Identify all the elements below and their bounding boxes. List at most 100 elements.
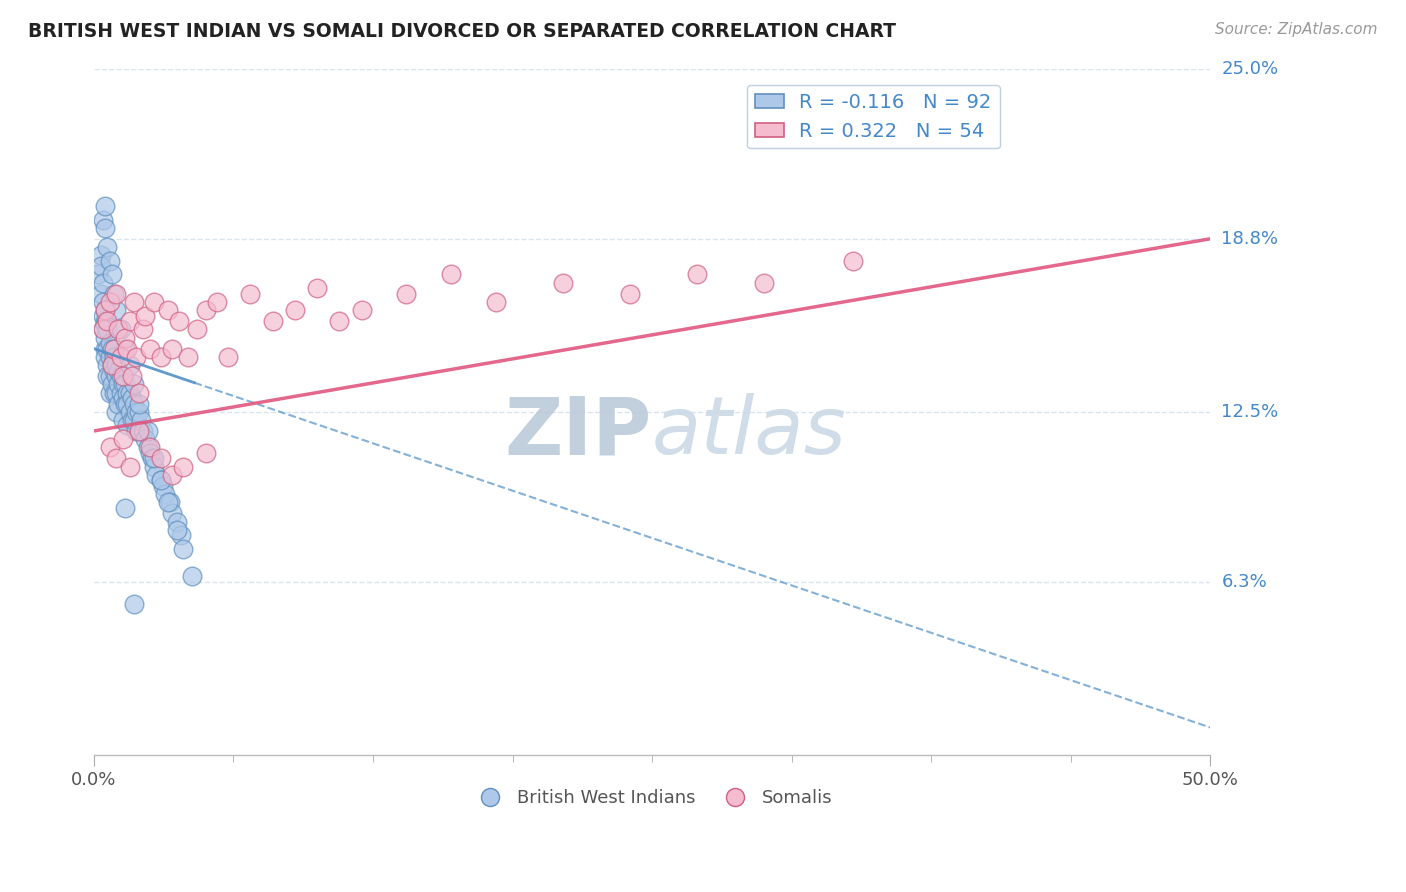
Point — [110, 322, 132, 336]
Point — [194, 446, 217, 460]
Point — [172, 541, 194, 556]
Point — [307, 281, 329, 295]
Point — [262, 314, 284, 328]
Point — [139, 342, 162, 356]
Point — [440, 268, 463, 282]
Point — [155, 487, 177, 501]
Point — [101, 358, 124, 372]
Point — [125, 424, 148, 438]
Point — [619, 286, 641, 301]
Point — [105, 286, 128, 301]
Point — [128, 385, 150, 400]
Point — [139, 441, 162, 455]
Point — [128, 405, 150, 419]
Point — [98, 336, 121, 351]
Point — [103, 286, 125, 301]
Point — [91, 322, 114, 336]
Point — [160, 467, 183, 482]
Point — [141, 451, 163, 466]
Text: atlas: atlas — [652, 393, 846, 471]
Point — [90, 248, 112, 262]
Point — [105, 358, 128, 372]
Point — [121, 369, 143, 384]
Point — [90, 259, 112, 273]
Point — [143, 295, 166, 310]
Point — [172, 459, 194, 474]
Point — [111, 432, 134, 446]
Point — [114, 500, 136, 515]
Point — [94, 350, 117, 364]
Text: 12.5%: 12.5% — [1222, 403, 1278, 421]
Point — [103, 363, 125, 377]
Point — [176, 350, 198, 364]
Point — [101, 268, 124, 282]
Legend: British West Indians, Somalis: British West Indians, Somalis — [464, 782, 839, 814]
Point — [111, 391, 134, 405]
Point — [105, 405, 128, 419]
Point — [114, 377, 136, 392]
Point — [91, 309, 114, 323]
Point — [107, 396, 129, 410]
Point — [134, 432, 156, 446]
Point — [125, 350, 148, 364]
Point — [118, 314, 141, 328]
Point — [485, 295, 508, 310]
Point — [117, 385, 139, 400]
Point — [101, 342, 124, 356]
Point — [114, 342, 136, 356]
Point — [98, 441, 121, 455]
Point — [107, 377, 129, 392]
Point — [284, 303, 307, 318]
Point — [98, 295, 121, 310]
Point — [121, 391, 143, 405]
Point — [752, 276, 775, 290]
Point — [551, 276, 574, 290]
Point — [91, 295, 114, 310]
Point — [129, 413, 152, 427]
Point — [94, 331, 117, 345]
Point — [136, 441, 159, 455]
Point — [111, 377, 134, 392]
Point — [98, 253, 121, 268]
Point — [186, 322, 208, 336]
Point — [170, 528, 193, 542]
Point — [94, 317, 117, 331]
Text: Source: ZipAtlas.com: Source: ZipAtlas.com — [1215, 22, 1378, 37]
Point — [145, 467, 167, 482]
Point — [96, 369, 118, 384]
Point — [105, 369, 128, 384]
Point — [101, 377, 124, 392]
Point — [149, 474, 172, 488]
Point — [90, 286, 112, 301]
Point — [166, 523, 188, 537]
Point — [118, 385, 141, 400]
Point — [96, 322, 118, 336]
Point — [94, 220, 117, 235]
Point — [98, 385, 121, 400]
Point — [132, 424, 155, 438]
Point — [122, 295, 145, 310]
Point — [107, 322, 129, 336]
Point — [91, 212, 114, 227]
Point — [160, 506, 183, 520]
Text: 6.3%: 6.3% — [1222, 573, 1267, 591]
Point — [149, 451, 172, 466]
Point — [118, 405, 141, 419]
Point — [96, 314, 118, 328]
Point — [125, 405, 148, 419]
Point — [139, 446, 162, 460]
Point — [205, 295, 228, 310]
Point — [105, 451, 128, 466]
Point — [156, 495, 179, 509]
Point — [114, 396, 136, 410]
Point — [166, 515, 188, 529]
Point — [110, 350, 132, 364]
Point — [395, 286, 418, 301]
Point — [134, 309, 156, 323]
Point — [194, 303, 217, 318]
Point — [91, 322, 114, 336]
Point — [122, 413, 145, 427]
Point — [121, 413, 143, 427]
Point — [103, 342, 125, 356]
Point — [91, 276, 114, 290]
